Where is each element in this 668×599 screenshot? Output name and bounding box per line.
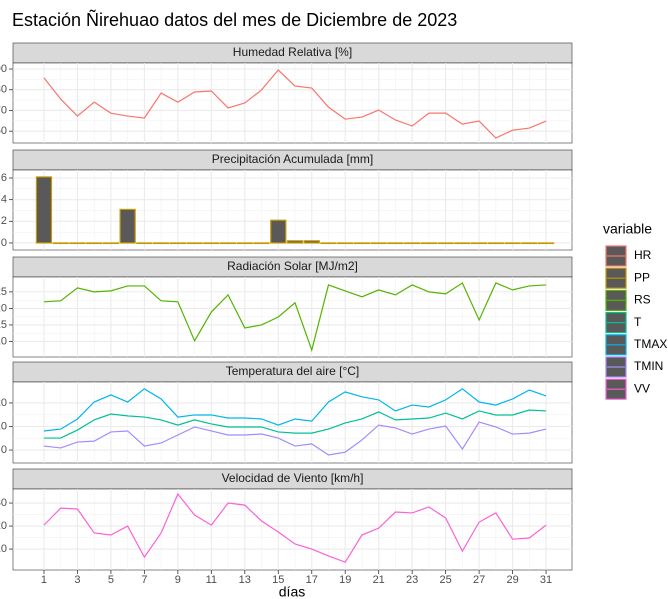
x-axis-label: días xyxy=(279,584,305,599)
bar xyxy=(437,242,454,245)
y-tick-label: 20 xyxy=(0,397,7,409)
y-tick-label: 25 xyxy=(0,286,7,298)
bar xyxy=(370,242,387,245)
x-tick-label: 3 xyxy=(74,574,80,586)
legend-label: RS xyxy=(634,293,651,307)
x-tick-label: 17 xyxy=(306,574,318,586)
y-tick-label: 10 xyxy=(0,335,7,347)
bar xyxy=(69,242,86,245)
facet-title: Precipitación Acumulada [mm] xyxy=(212,152,373,166)
legend-label: PP xyxy=(634,270,650,284)
x-tick-label: 27 xyxy=(473,574,485,586)
bar xyxy=(169,242,186,245)
bar xyxy=(387,242,404,245)
y-tick-label: 6 xyxy=(1,172,7,184)
bar xyxy=(337,242,354,245)
line xyxy=(43,388,547,432)
bar xyxy=(487,242,504,245)
chart-title: Estación Ñirehuao datos del mes de Dicie… xyxy=(12,9,457,30)
bar xyxy=(270,219,287,244)
x-tick-label: 25 xyxy=(440,574,452,586)
bar xyxy=(470,242,488,245)
y-tick-label: 0 xyxy=(1,237,7,249)
x-tick-label: 11 xyxy=(206,574,217,586)
bar xyxy=(286,240,304,244)
bar xyxy=(404,242,421,245)
y-tick-label: 2 xyxy=(1,215,7,227)
line xyxy=(43,421,547,456)
y-tick-label: 80 xyxy=(0,84,7,96)
x-tick-label: 31 xyxy=(540,574,552,586)
y-tick-label: 60 xyxy=(0,125,7,137)
legend-label: T xyxy=(634,315,642,329)
bar xyxy=(186,242,203,245)
bar xyxy=(420,242,438,245)
bar xyxy=(102,242,120,245)
bar xyxy=(303,240,320,244)
y-tick-label: 4 xyxy=(1,194,7,206)
panel xyxy=(12,276,573,358)
bar xyxy=(521,242,538,245)
facet-title: Humedad Relativa [%] xyxy=(233,45,352,59)
x-tick-label: 19 xyxy=(339,574,351,586)
x-tick-label: 7 xyxy=(141,574,147,586)
x-tick-label: 13 xyxy=(239,574,251,586)
y-tick-label: 15 xyxy=(0,319,7,331)
bar xyxy=(320,242,337,245)
y-tick-label: 0 xyxy=(1,444,7,456)
panel xyxy=(12,381,573,464)
bar xyxy=(454,242,471,245)
line xyxy=(43,492,547,563)
bar xyxy=(203,242,220,245)
facet-title: Temperatura del aire [°C] xyxy=(226,364,360,378)
x-tick-label: 15 xyxy=(272,574,284,586)
legend-label: TMAX xyxy=(634,337,667,351)
bar xyxy=(219,242,237,245)
bar xyxy=(35,176,53,244)
panel xyxy=(12,169,573,251)
legend-label: VV xyxy=(634,381,650,395)
x-tick-label: 29 xyxy=(506,574,518,586)
legend-label: HR xyxy=(634,248,652,262)
bar xyxy=(52,242,69,245)
panel xyxy=(12,488,573,571)
facet-title: Velocidad de Viento [km/h] xyxy=(222,471,364,485)
bar xyxy=(119,208,136,244)
legend-title: variable xyxy=(603,221,652,237)
bar xyxy=(86,242,103,245)
x-tick-label: 23 xyxy=(406,574,418,586)
x-tick-label: 5 xyxy=(108,574,114,586)
line xyxy=(43,409,547,439)
x-tick-label: 1 xyxy=(41,574,47,586)
bar xyxy=(253,242,270,245)
legend-label: TMIN xyxy=(634,359,663,373)
bar xyxy=(136,242,153,245)
y-tick-label: 30 xyxy=(0,497,7,509)
bar xyxy=(152,242,170,245)
y-tick-label: 10 xyxy=(0,420,7,432)
y-tick-label: 70 xyxy=(0,104,7,116)
bar xyxy=(504,242,521,245)
y-tick-label: 20 xyxy=(0,520,7,532)
x-tick-label: 9 xyxy=(175,574,181,586)
bar xyxy=(537,242,555,245)
bar xyxy=(236,242,253,245)
facet-title: Radiación Solar [MJ/m2] xyxy=(227,259,358,273)
y-tick-label: 20 xyxy=(0,302,7,314)
y-tick-label: 90 xyxy=(0,63,7,75)
line xyxy=(43,282,547,353)
x-tick-label: 21 xyxy=(373,574,385,586)
line xyxy=(43,69,547,139)
bar xyxy=(353,242,371,245)
y-tick-label: 10 xyxy=(0,543,7,555)
